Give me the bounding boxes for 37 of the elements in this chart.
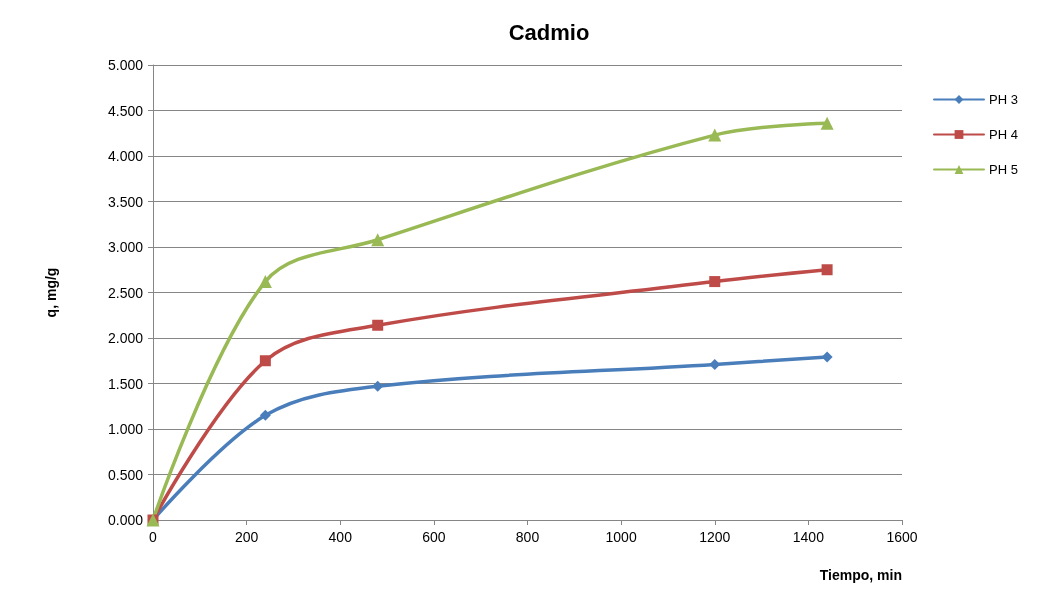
point	[821, 351, 833, 363]
x-tick-label: 1000	[605, 529, 637, 545]
point	[821, 264, 833, 276]
x-tick-label: 0	[149, 529, 158, 545]
point	[372, 380, 384, 392]
y-tick-label: 4.500	[107, 102, 144, 119]
y-axis-title: q, mg/g	[43, 267, 59, 318]
point	[258, 275, 272, 289]
y-tick-label: 3.500	[107, 193, 144, 210]
x-tick-label: 1200	[699, 529, 731, 545]
point	[709, 276, 721, 288]
point	[259, 409, 271, 421]
x-tick-label: 400	[328, 529, 353, 545]
chart-title: Cadmio	[508, 19, 590, 45]
x-tick-label: 1400	[792, 529, 825, 545]
x-tick-label: 200	[234, 529, 259, 545]
legend-label: PH 5	[989, 162, 1018, 177]
y-tick-label: 5.000	[107, 57, 144, 73]
y-tick-label: 2.000	[107, 330, 144, 346]
legend-label: PH 4	[989, 127, 1018, 142]
point	[820, 116, 834, 130]
legend-label: PH 3	[989, 92, 1018, 107]
y-tick-label: 1.500	[107, 375, 144, 392]
point	[259, 355, 271, 367]
y-tick-label: 4.000	[107, 148, 144, 164]
y-tick-label: 2.500	[107, 284, 144, 301]
x-tick-label: 1600	[886, 529, 918, 545]
point	[371, 233, 385, 247]
y-tick-label: 0.500	[107, 466, 144, 483]
point	[708, 128, 722, 142]
x-tick-label: 800	[515, 529, 540, 545]
x-axis-title: Tiempo, min	[819, 567, 902, 583]
point	[372, 319, 384, 331]
y-tick-label: 3.000	[107, 239, 144, 255]
y-tick-label: 0.000	[107, 512, 144, 528]
y-tick-label: 1.000	[107, 421, 144, 437]
x-tick-label: 600	[422, 529, 446, 545]
